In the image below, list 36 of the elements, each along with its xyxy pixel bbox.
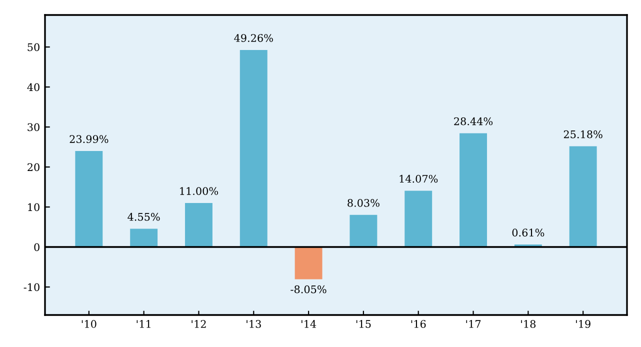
x-tick-label: '11: [136, 320, 150, 328]
bar: [130, 228, 158, 247]
bar: [569, 146, 597, 247]
y-tick-label: -10: [24, 283, 40, 292]
x-tick-label: '16: [411, 320, 426, 328]
data-label: 4.55%: [128, 212, 160, 221]
bar: [404, 190, 432, 247]
x-tick-label: '13: [246, 320, 261, 328]
data-label: 23.99%: [70, 135, 108, 144]
data-label: 11.00%: [180, 187, 218, 195]
bar: [240, 50, 268, 247]
x-tick-label: '18: [521, 320, 536, 328]
y-tick-label: 0: [34, 243, 40, 252]
y-tick-label: 10: [28, 203, 40, 212]
y-tick-label: 20: [28, 163, 40, 172]
x-tick-label: '15: [356, 320, 371, 328]
x-tick-label: '14: [302, 320, 316, 328]
y-tick-label: 50: [28, 43, 40, 52]
x-tick-label: '17: [466, 320, 481, 328]
bar: [460, 133, 487, 247]
y-tick-label: 40: [27, 83, 40, 92]
data-label: 14.07%: [400, 174, 438, 183]
bar: [75, 151, 103, 247]
data-label: 8.03%: [348, 198, 380, 207]
data-label: 28.44%: [454, 117, 493, 126]
x-tick-label: '12: [192, 320, 206, 328]
data-label: 25.18%: [564, 130, 602, 138]
data-label: 0.61%: [512, 228, 544, 237]
x-tick-label: '19: [576, 320, 590, 328]
x-tick-label: '10: [82, 320, 96, 328]
y-tick-label: 30: [28, 123, 40, 132]
data-label: -8.05%: [290, 285, 326, 294]
bar: [350, 214, 378, 247]
data-label: 49.26%: [234, 34, 273, 42]
bar: [185, 203, 212, 247]
bar: [294, 247, 322, 280]
